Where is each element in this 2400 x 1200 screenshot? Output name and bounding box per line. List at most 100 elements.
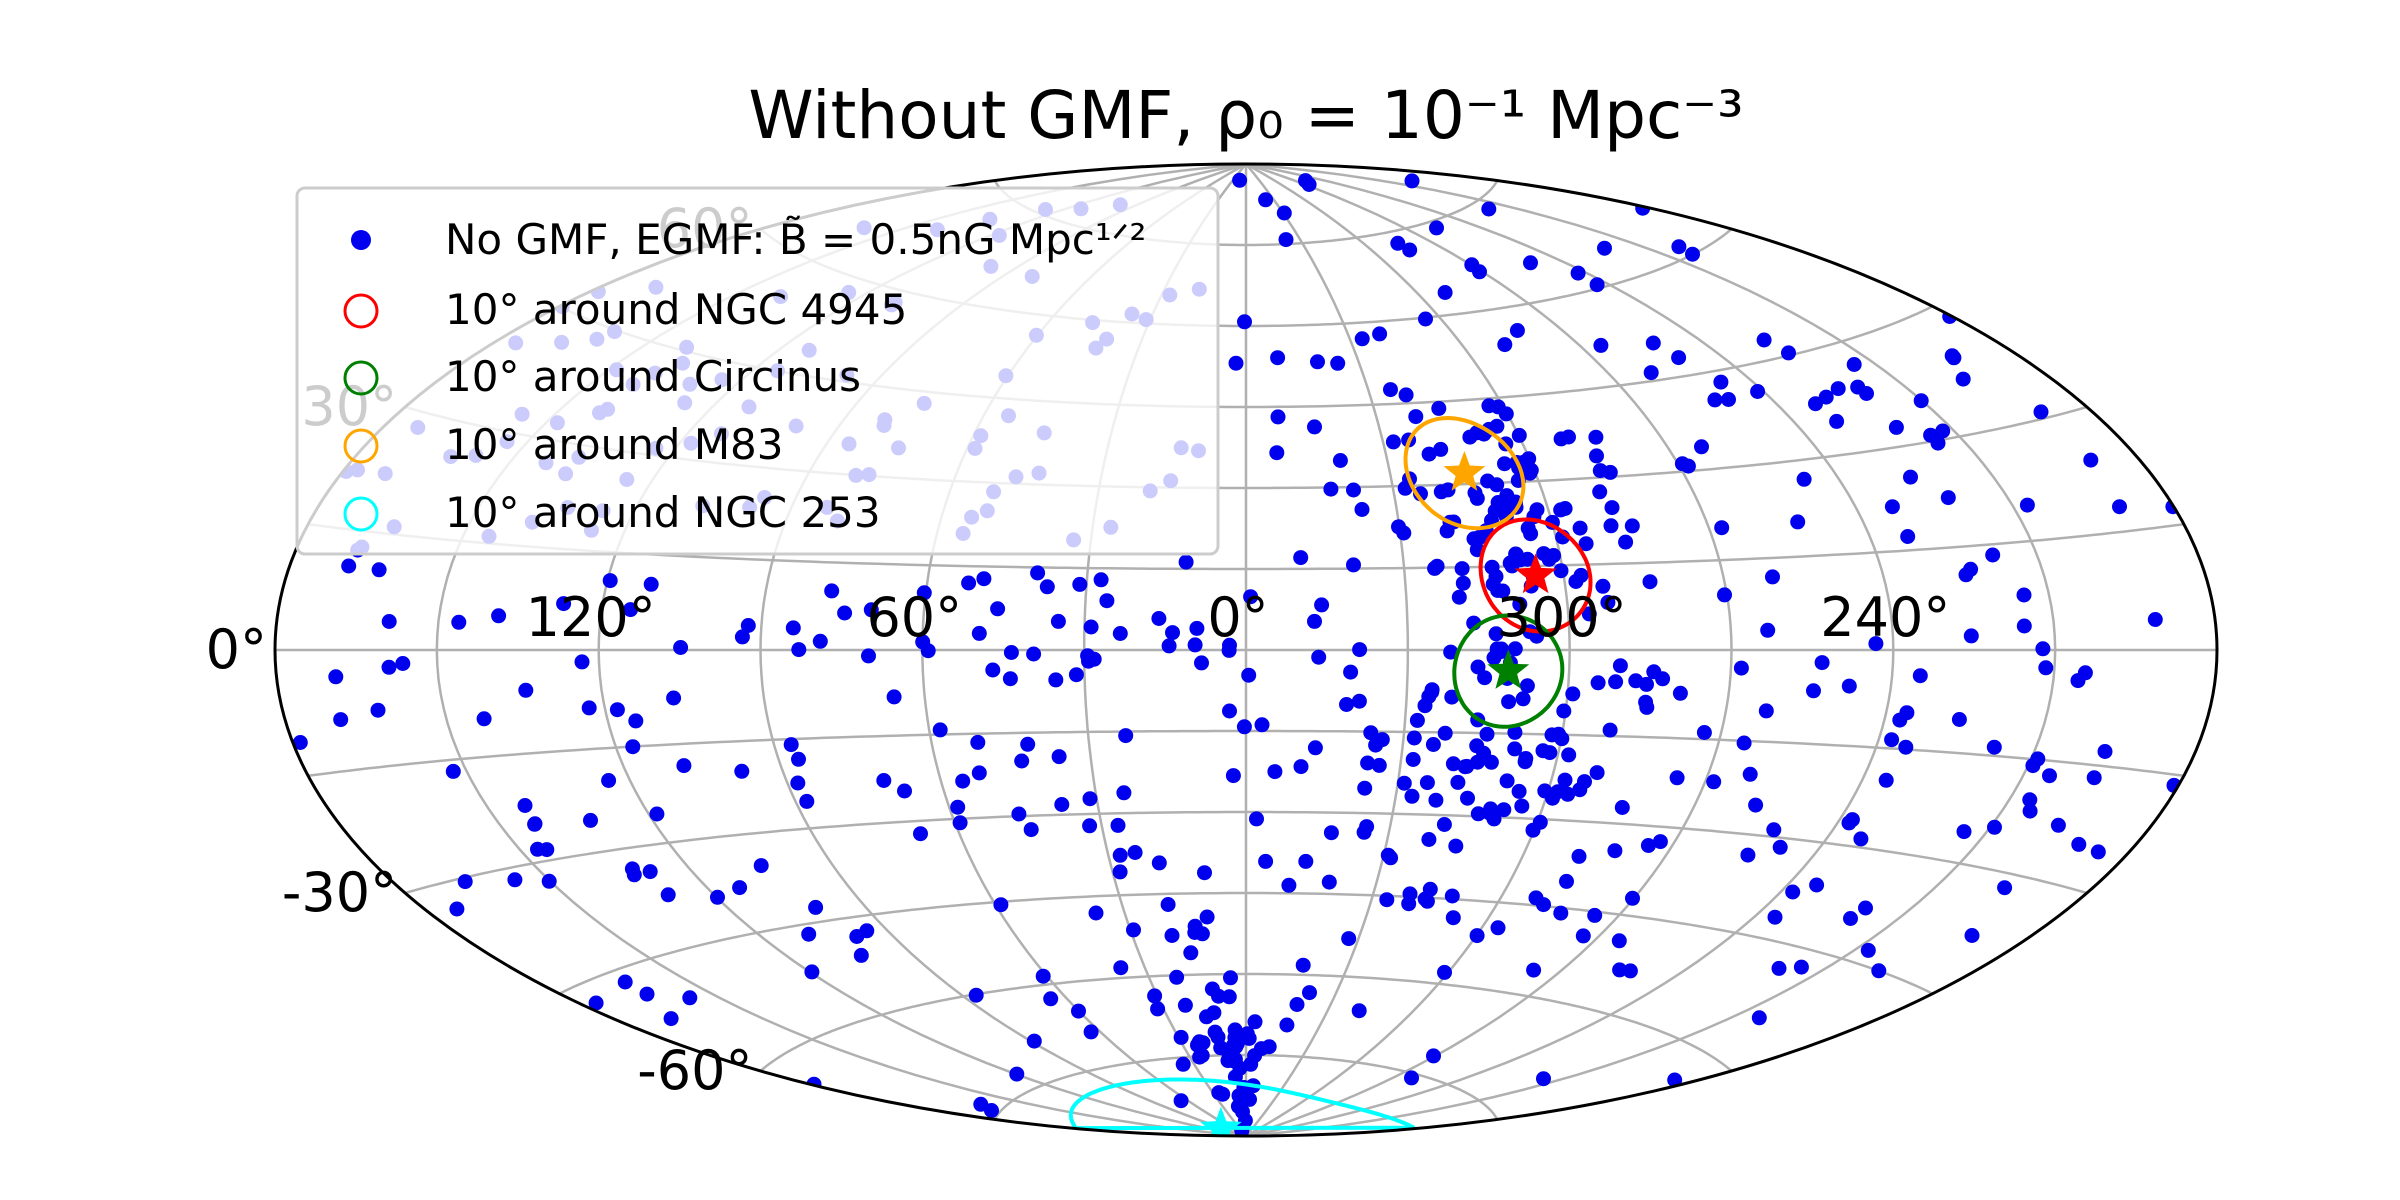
event-point (1417, 891, 1433, 907)
source-star-circinus (1487, 649, 1530, 689)
event-point (1258, 192, 1274, 208)
event-point (1494, 641, 1509, 657)
event-point (1841, 815, 1857, 831)
event-point (804, 964, 820, 980)
event-point (1559, 873, 1574, 889)
event-point (1112, 847, 1128, 863)
event-point (1391, 519, 1406, 535)
event-point (1523, 462, 1539, 478)
event-point (1765, 569, 1780, 585)
event-point (1402, 242, 1418, 258)
event-point (950, 799, 966, 815)
event-point (1958, 567, 1974, 583)
event-point (886, 689, 902, 705)
event-point (1884, 499, 1900, 515)
event-point (1444, 888, 1460, 904)
legend-label-ngc253: 10° around NGC 253 (445, 488, 881, 537)
event-point (1374, 732, 1390, 748)
event-point (1093, 572, 1109, 588)
event-point (1227, 1030, 1243, 1045)
event-point (517, 798, 533, 813)
event-point (1223, 970, 1238, 986)
event-point (1477, 670, 1493, 686)
event-point (1276, 205, 1292, 221)
event-point (1707, 392, 1723, 408)
event-point (1307, 419, 1322, 435)
event-point (1871, 963, 1887, 979)
event-point (1502, 555, 1518, 571)
event-point (1175, 1056, 1191, 1072)
event-point (1298, 853, 1314, 869)
event-point (1307, 740, 1323, 756)
event-point (955, 773, 971, 789)
event-point (1397, 480, 1413, 496)
event-point (1571, 848, 1587, 864)
event-point (1431, 400, 1447, 416)
event-point (1357, 780, 1373, 796)
event-point (1796, 471, 1812, 487)
event-point (1572, 782, 1588, 798)
event-point (649, 806, 665, 822)
event-point (1436, 817, 1452, 832)
event-point (1408, 409, 1424, 425)
event-point (1964, 928, 1980, 943)
event-point (1556, 703, 1572, 719)
event-point (574, 654, 590, 670)
lat-tick-label: 0° (206, 618, 267, 681)
event-point (1536, 546, 1552, 562)
event-point (1790, 514, 1806, 530)
event-point (952, 815, 968, 831)
event-point (1940, 490, 1956, 506)
event-point (1405, 752, 1421, 767)
event-point (1593, 337, 1609, 353)
chart-title: Without GMF, ρ₀ = 10⁻¹ Mpc⁻³ (748, 77, 1743, 154)
event-point (642, 864, 658, 880)
legend-marker-m83 (343, 428, 379, 464)
event-point (1014, 753, 1030, 769)
event-point (1210, 1029, 1226, 1045)
event-point (853, 947, 869, 963)
event-point (1116, 785, 1132, 801)
event-point (341, 558, 357, 574)
event-point (1099, 593, 1115, 609)
event-point (527, 816, 543, 832)
event-point (1243, 589, 1259, 605)
event-point (1553, 905, 1569, 921)
event-point (1706, 774, 1722, 790)
event-point (628, 713, 644, 729)
event-point (1307, 613, 1322, 629)
event-point (1587, 907, 1603, 923)
event-point (1733, 660, 1749, 676)
event-point (1270, 409, 1286, 425)
event-point (1997, 880, 2013, 896)
lat-tick-label: -60° (637, 1039, 752, 1102)
event-point (1843, 911, 1858, 926)
event-point (734, 763, 750, 779)
event-point (990, 601, 1006, 617)
event-point (1489, 477, 1505, 493)
event-point (1511, 427, 1527, 443)
event-point (1225, 768, 1241, 784)
event-point (740, 618, 756, 633)
event-point (1222, 637, 1237, 653)
event-point (1536, 1071, 1551, 1087)
event-point (623, 602, 638, 618)
source-circle-ngc4945 (1478, 517, 1593, 634)
event-point (1341, 931, 1357, 947)
event-point (1713, 374, 1729, 390)
event-point (381, 659, 397, 675)
event-point (2112, 499, 2127, 515)
event-point (2077, 665, 2093, 681)
event-point (1806, 683, 1821, 699)
lat-tick-label: -30° (282, 861, 397, 924)
event-point (451, 614, 467, 630)
event-point (1608, 674, 1624, 690)
event-point (556, 596, 572, 612)
event-point (2038, 660, 2054, 676)
event-point (1199, 909, 1215, 925)
event-point (1147, 988, 1163, 1004)
event-point (1402, 886, 1418, 902)
event-point (2147, 612, 2163, 627)
event-point (507, 872, 523, 888)
event-point (849, 929, 865, 944)
